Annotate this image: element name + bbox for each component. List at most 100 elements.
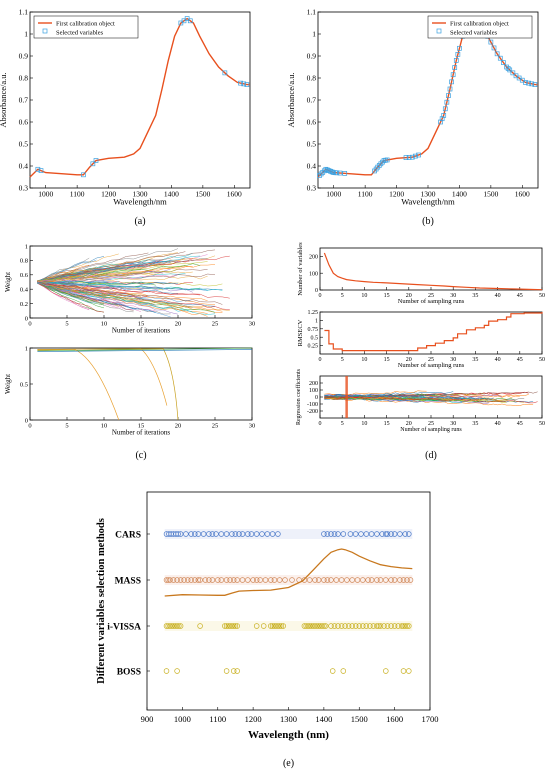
- selected-variable-marker: [320, 170, 326, 175]
- panel-label: (d): [425, 450, 437, 461]
- x-tick-label: 1300: [133, 190, 148, 199]
- selected-wavelength-marker: [308, 623, 315, 629]
- y-tick-label: 0.6: [20, 272, 29, 279]
- y-tick-label: 0.3: [19, 184, 29, 193]
- selected-variable-marker: [326, 168, 332, 173]
- selected-wavelength-marker: [170, 577, 177, 583]
- selected-wavelength-marker: [407, 577, 414, 583]
- selected-variable-marker: [323, 166, 329, 172]
- selected-wavelength-marker: [230, 668, 237, 674]
- legend-marker-swatch: [42, 28, 48, 34]
- selected-variable-marker: [510, 70, 516, 76]
- weight-trace-line: [37, 280, 156, 314]
- y-axis-label: Absorbance/a.u.: [0, 72, 8, 127]
- x-tick-label: 10: [101, 321, 108, 328]
- selected-variable-marker: [453, 58, 459, 63]
- selected-wavelength-marker: [365, 577, 371, 583]
- weight-trace-line: [37, 282, 193, 308]
- weight-trace-line: [37, 252, 149, 281]
- x-axis-label: Wavelength/nm: [113, 197, 167, 207]
- selected-variable-marker: [409, 154, 415, 160]
- weight-trace-line: [37, 347, 253, 352]
- axes-frame: [146, 491, 431, 711]
- selected-wavelength-marker: [289, 577, 295, 583]
- y-tick-label: 100: [309, 388, 318, 394]
- selected-wavelength-marker: [222, 623, 228, 629]
- selected-wavelength-marker: [225, 623, 232, 629]
- weight-trace-line: [37, 260, 171, 282]
- weight-trace-line: [37, 348, 168, 406]
- weight-trace-line: [37, 280, 119, 285]
- y-tick-label: 0.6: [19, 118, 29, 127]
- x-tick-label: 5: [65, 423, 68, 430]
- axes-frame: [29, 11, 251, 189]
- rmsecv-line: [324, 312, 543, 352]
- selected-variable-marker: [90, 161, 96, 167]
- selected-wavelength-marker: [388, 577, 394, 583]
- selected-wavelength-marker: [347, 531, 354, 537]
- selected-wavelength-marker: [230, 623, 237, 629]
- x-tick-label: 15: [384, 357, 390, 363]
- selected-variable-marker: [444, 99, 450, 105]
- selected-wavelength-marker: [335, 623, 341, 629]
- selected-wavelength-marker: [215, 577, 221, 583]
- x-tick-label: 1600: [515, 190, 530, 199]
- selected-wavelength-marker: [234, 623, 240, 629]
- selected-wavelength-marker: [167, 623, 173, 629]
- selected-wavelength-marker: [391, 577, 398, 583]
- selected-wavelength-marker: [310, 623, 317, 629]
- selected-wavelength-marker: [253, 623, 260, 629]
- weight-trace-line: [37, 273, 179, 283]
- selected-wavelength-marker: [229, 531, 235, 537]
- selected-variable-marker: [244, 82, 250, 87]
- selected-wavelength-marker: [188, 577, 194, 583]
- selected-wavelength-marker: [260, 623, 267, 629]
- selected-wavelength-marker: [328, 577, 334, 583]
- x-tick-label: 1000: [174, 714, 191, 724]
- selected-variable-marker: [342, 171, 348, 176]
- weight-trace-line: [37, 281, 230, 310]
- selected-wavelength-marker: [306, 577, 313, 583]
- weight-trace-line: [37, 248, 179, 282]
- selected-wavelength-marker: [209, 531, 216, 537]
- selected-wavelength-marker: [165, 623, 171, 629]
- selected-wavelength-marker: [195, 577, 202, 583]
- selected-wavelength-marker: [324, 577, 331, 583]
- selected-wavelength-marker: [374, 531, 380, 537]
- selected-wavelength-marker: [303, 623, 309, 629]
- selected-variable-marker: [38, 168, 44, 173]
- y-tick-label: 1: [315, 319, 318, 325]
- x-tick-label: 40: [495, 421, 501, 427]
- y-tick-label: 0.8: [20, 258, 28, 265]
- x-tick-label: 20: [175, 423, 182, 430]
- selected-wavelength-marker: [356, 623, 363, 629]
- x-axis-label: Number of sampling runs: [400, 426, 462, 433]
- selected-wavelength-marker: [183, 531, 189, 537]
- selected-wavelength-marker: [184, 577, 191, 583]
- weight-trace-line: [37, 349, 120, 421]
- y-tick-label: 0.8: [307, 74, 317, 83]
- x-tick-label: 1500: [483, 190, 498, 199]
- selected-wavelength-marker: [209, 577, 216, 583]
- panel-label: (c): [135, 450, 146, 461]
- selected-wavelength-marker: [257, 577, 263, 583]
- x-tick-label: 15: [138, 423, 145, 430]
- selected-wavelength-marker: [358, 531, 364, 537]
- selected-variable-marker: [222, 70, 228, 76]
- selected-variable-marker: [416, 152, 421, 158]
- x-tick-label: 1400: [452, 190, 467, 199]
- selected-variable-marker: [447, 86, 453, 92]
- x-axis-label: Wavelength/nm: [401, 197, 455, 207]
- y-tick-label: 0.9: [307, 52, 317, 61]
- weight-trace-line: [37, 282, 156, 312]
- selected-wavelength-marker: [163, 623, 170, 629]
- x-tick-label: 1500: [351, 714, 368, 724]
- selected-wavelength-marker: [268, 623, 274, 629]
- selected-wavelength-marker: [331, 531, 338, 537]
- selected-wavelength-marker: [344, 577, 350, 583]
- selected-wavelength-marker: [177, 531, 184, 537]
- x-tick-label: 10: [361, 421, 367, 427]
- selected-wavelength-marker: [404, 577, 410, 583]
- selected-variable-marker: [376, 163, 382, 168]
- selected-wavelength-marker: [324, 531, 331, 537]
